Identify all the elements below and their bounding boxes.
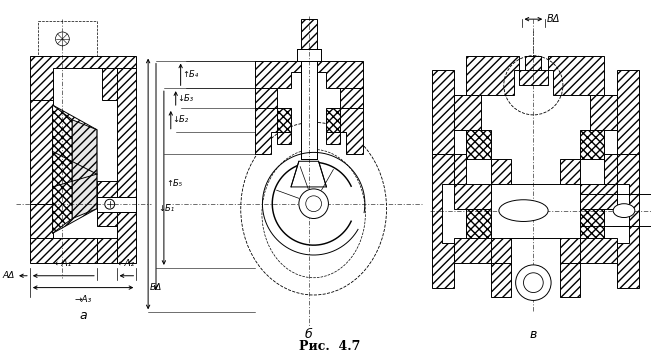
Text: ↑Б₅: ↑Б₅ xyxy=(166,179,182,188)
Circle shape xyxy=(105,199,115,209)
Polygon shape xyxy=(454,238,491,263)
Ellipse shape xyxy=(613,204,635,218)
Polygon shape xyxy=(604,70,639,155)
Polygon shape xyxy=(97,181,117,197)
Polygon shape xyxy=(580,209,604,238)
Polygon shape xyxy=(327,108,340,132)
Polygon shape xyxy=(53,105,72,233)
Polygon shape xyxy=(548,56,604,95)
Polygon shape xyxy=(72,120,97,219)
Polygon shape xyxy=(254,88,277,108)
Polygon shape xyxy=(432,155,454,288)
Polygon shape xyxy=(102,68,117,100)
Polygon shape xyxy=(580,130,604,159)
Polygon shape xyxy=(117,68,136,263)
Text: б: б xyxy=(305,329,312,341)
Polygon shape xyxy=(30,56,136,100)
Polygon shape xyxy=(518,70,548,85)
Polygon shape xyxy=(589,95,617,130)
Text: ←А₂: ←А₂ xyxy=(118,259,135,268)
Polygon shape xyxy=(254,61,363,88)
Polygon shape xyxy=(454,155,466,184)
Polygon shape xyxy=(560,159,580,184)
Text: ←А₁: ←А₁ xyxy=(55,259,72,268)
Text: Рис.  4.7: Рис. 4.7 xyxy=(299,340,360,353)
Polygon shape xyxy=(466,56,518,95)
Bar xyxy=(97,197,136,211)
Text: БΔ: БΔ xyxy=(150,283,162,292)
Polygon shape xyxy=(466,209,491,238)
Bar xyxy=(301,19,317,49)
Polygon shape xyxy=(454,184,491,209)
Circle shape xyxy=(299,189,329,219)
Polygon shape xyxy=(580,184,617,209)
Polygon shape xyxy=(30,100,53,204)
Polygon shape xyxy=(254,108,277,155)
Bar xyxy=(297,49,321,61)
Bar xyxy=(308,198,319,210)
Ellipse shape xyxy=(499,200,548,221)
Text: ↓Б₃: ↓Б₃ xyxy=(178,94,194,103)
Text: в: в xyxy=(529,329,537,341)
Polygon shape xyxy=(466,130,491,159)
Polygon shape xyxy=(560,263,580,298)
Polygon shape xyxy=(340,108,363,155)
Polygon shape xyxy=(291,161,327,187)
Polygon shape xyxy=(580,238,617,263)
Circle shape xyxy=(55,32,69,46)
Polygon shape xyxy=(97,211,117,226)
Polygon shape xyxy=(454,95,481,130)
Text: BΔ: BΔ xyxy=(547,14,561,24)
Polygon shape xyxy=(604,155,617,184)
Polygon shape xyxy=(277,108,291,132)
Circle shape xyxy=(306,196,321,211)
Text: ↑Б₄: ↑Б₄ xyxy=(183,70,199,79)
Text: AΔ: AΔ xyxy=(3,271,15,280)
Text: ↓Б₁: ↓Б₁ xyxy=(158,204,174,213)
Circle shape xyxy=(524,273,543,293)
Polygon shape xyxy=(491,263,511,298)
Polygon shape xyxy=(97,238,117,263)
Polygon shape xyxy=(53,105,97,233)
Bar xyxy=(301,61,317,159)
Polygon shape xyxy=(491,159,511,184)
Text: а: а xyxy=(80,309,87,322)
Text: ↓Б₂: ↓Б₂ xyxy=(173,115,189,124)
Bar xyxy=(277,132,291,143)
Bar xyxy=(491,184,580,238)
Text: →А₃: →А₃ xyxy=(74,295,92,304)
Polygon shape xyxy=(491,238,511,263)
Polygon shape xyxy=(560,238,580,263)
Polygon shape xyxy=(30,238,97,263)
Polygon shape xyxy=(340,88,363,108)
Polygon shape xyxy=(432,70,466,155)
Polygon shape xyxy=(617,155,639,288)
Bar xyxy=(38,21,97,56)
Circle shape xyxy=(516,265,551,300)
Bar xyxy=(327,132,340,143)
Polygon shape xyxy=(30,204,53,238)
Polygon shape xyxy=(526,56,541,70)
